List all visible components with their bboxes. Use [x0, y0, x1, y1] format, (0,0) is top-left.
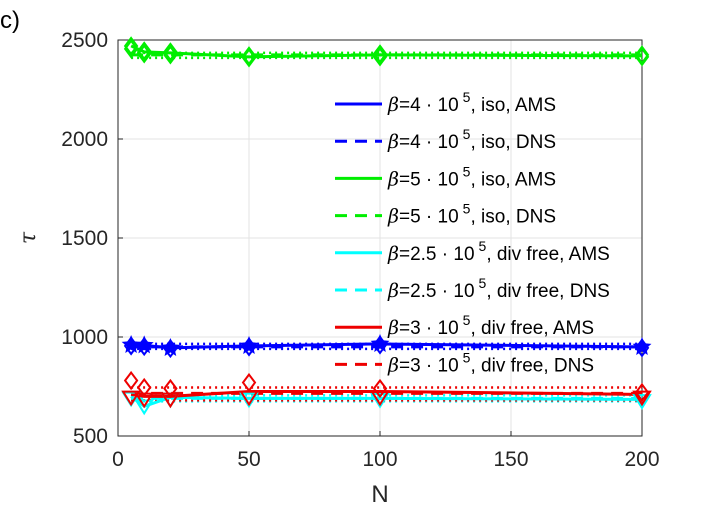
legend-beta-value: =3 · 10: [399, 318, 459, 339]
panel-label: c): [0, 7, 20, 34]
legend-entry: β=4 · 10 5, iso, DNS: [387, 126, 556, 153]
data-point-diamond: [163, 42, 178, 62]
data-point-diamond: [634, 47, 650, 67]
data-point-diamond: [163, 378, 178, 399]
axis-ticks: 0 50 100 150 200 500 1000 1500 2000 2500: [61, 29, 659, 471]
series-lines: [130, 44, 643, 408]
data-point-diamond: [634, 45, 650, 65]
legend-suffix: , div free, DNS: [470, 355, 594, 376]
x-tick-label: 150: [493, 448, 528, 471]
data-point-triangle: [134, 399, 155, 416]
data-point-triangle: [370, 392, 390, 409]
legend-suffix: , iso, AMS: [470, 95, 556, 116]
data-point-diamond: [241, 46, 257, 66]
data-point-triangle: [121, 390, 141, 407]
y-tick-label: 2500: [61, 29, 108, 52]
data-point-diamond: [123, 36, 139, 56]
legend-entry: β=4 · 10 5, iso, AMS: [387, 89, 556, 116]
legend-beta-value: =4 · 10: [399, 132, 459, 153]
y-axis-label: τ: [16, 231, 41, 244]
reference-lines: [131, 51, 642, 403]
data-point-diamond: [634, 338, 650, 358]
legend-exponent: 5: [463, 312, 471, 328]
legend-entry: β=2.5 · 10 5, div free, DNS: [387, 275, 610, 302]
data-point-diamond: [372, 378, 388, 399]
legend-exponent: 5: [463, 89, 471, 105]
data-point-diamond: [241, 337, 257, 357]
data-point-diamond: [123, 39, 139, 59]
legend-beta-value: =5 · 10: [399, 207, 459, 228]
legend-exponent: 5: [463, 201, 471, 217]
x-tick-label: 200: [624, 448, 659, 471]
data-point-diamond: [123, 336, 139, 356]
x-tick-label: 0: [112, 448, 124, 471]
legend-beta-symbol: β: [387, 317, 399, 339]
data-point-diamond: [241, 48, 257, 68]
legend-beta-value: =2.5 · 10: [399, 281, 475, 302]
data-point-diamond: [123, 370, 139, 391]
y-tick-label: 500: [73, 425, 108, 448]
series-line: [130, 389, 643, 398]
x-tick-label: 50: [237, 448, 260, 471]
legend-suffix: , div free, DNS: [486, 281, 610, 302]
legend-beta-symbol: β: [387, 168, 399, 190]
x-axis-label: N: [371, 481, 388, 508]
legend-entry: β=5 · 10 5, iso, DNS: [387, 201, 556, 228]
data-point-diamond: [372, 335, 388, 355]
legend-exponent: 5: [463, 163, 471, 179]
legend-beta-symbol: β: [387, 206, 399, 228]
y-tick-label: 1000: [61, 326, 108, 349]
legend-beta-value: =3 · 10: [399, 355, 459, 376]
data-point-triangle: [160, 392, 181, 409]
legend-suffix: , iso, AMS: [470, 169, 556, 190]
data-point-diamond: [136, 336, 152, 357]
data-point-diamond: [634, 382, 650, 403]
legend-beta-value: =5 · 10: [399, 169, 459, 190]
data-point-triangle: [632, 394, 652, 410]
data-point-diamond: [163, 338, 178, 359]
legend-entry: β=2.5 · 10 5, div free, AMS: [387, 238, 610, 265]
data-point-triangle: [632, 390, 652, 407]
legend-entry: β=3 · 10 5, div free, AMS: [387, 312, 594, 339]
legend-beta-symbol: β: [387, 280, 399, 302]
legend-exponent: 5: [479, 238, 487, 254]
y-tick-label: 2000: [61, 128, 108, 151]
series-markers: [121, 36, 652, 416]
legend-suffix: , iso, DNS: [470, 132, 556, 153]
legend-exponent: 5: [463, 126, 471, 142]
legend-entry: β=5 · 10 5, iso, AMS: [387, 163, 556, 190]
legend-exponent: 5: [463, 349, 471, 365]
y-tick-label: 1500: [61, 227, 108, 250]
legend-beta-symbol: β: [387, 94, 399, 116]
legend-beta-symbol: β: [387, 243, 399, 265]
data-point-triangle: [134, 392, 155, 409]
data-point-diamond: [163, 45, 178, 65]
data-point-diamond: [136, 377, 152, 398]
legend-beta-symbol: β: [387, 354, 399, 376]
data-point-triangle: [239, 392, 259, 409]
x-tick-label: 100: [362, 448, 397, 471]
data-point-triangle: [239, 390, 259, 407]
data-point-diamond: [372, 47, 388, 67]
data-point-diamond: [372, 44, 388, 64]
data-point-diamond: [136, 44, 152, 64]
legend-suffix: , iso, DNS: [470, 207, 556, 228]
legend-suffix: , div free, AMS: [470, 318, 594, 339]
data-point-triangle: [370, 390, 390, 407]
legend-beta-value: =4 · 10: [399, 95, 459, 116]
series-line: [130, 44, 643, 59]
data-point-diamond: [136, 41, 152, 61]
data-point-diamond: [241, 372, 257, 393]
legend-entry: β=3 · 10 5, div free, DNS: [387, 349, 594, 376]
legend-suffix: , div free, AMS: [486, 244, 610, 265]
legend-beta-value: =2.5 · 10: [399, 244, 475, 265]
legend-exponent: 5: [479, 275, 487, 291]
legend-beta-symbol: β: [387, 131, 399, 153]
